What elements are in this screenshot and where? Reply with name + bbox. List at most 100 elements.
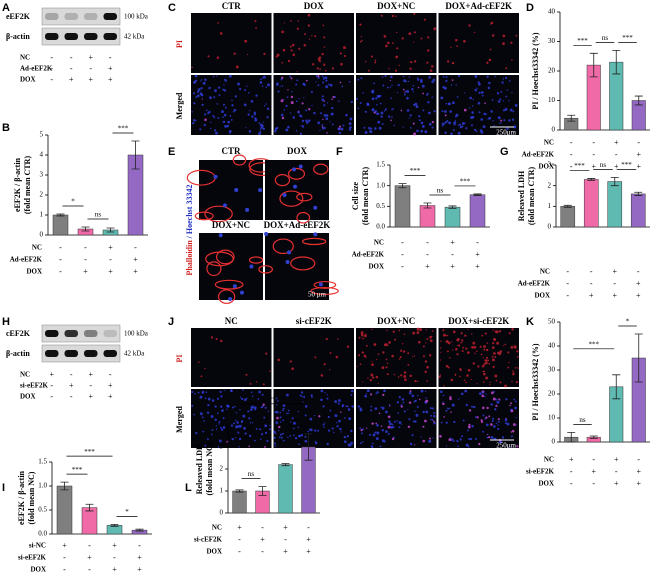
nucleus: [364, 394, 368, 398]
significance-label: ***: [84, 448, 95, 456]
nucleus: [313, 414, 316, 417]
nucleus: [197, 88, 201, 92]
significance-label: ***: [118, 125, 129, 133]
nucleus: [191, 66, 193, 69]
nucleus: [453, 123, 456, 126]
nucleus: [485, 361, 488, 365]
nucleus: [322, 423, 325, 426]
nucleus: [265, 103, 268, 105]
error-bar: [281, 463, 290, 467]
nucleus: [507, 351, 510, 354]
nucleus: [516, 350, 519, 353]
nucleus: [450, 46, 452, 48]
error-bar: [567, 114, 576, 122]
nucleus: [289, 435, 292, 437]
nucleus: [413, 60, 417, 63]
nucleus: [237, 82, 240, 86]
nucleus: [357, 107, 360, 110]
nucleus: [394, 69, 398, 72]
nucleus: [391, 437, 395, 441]
nucleus: [456, 344, 459, 346]
nucleus: [277, 400, 279, 402]
nucleus: [492, 329, 494, 332]
nucleus: [282, 404, 286, 407]
nucleus: [410, 127, 412, 129]
nucleus: [219, 390, 222, 394]
nucleus: [478, 111, 481, 114]
nucleus: [375, 113, 379, 116]
nucleus: [289, 19, 292, 22]
condition-mark: +: [108, 381, 113, 390]
nucleus: [194, 119, 197, 122]
blot-band: [84, 330, 98, 337]
nucleus: [385, 44, 388, 48]
nucleus: [474, 75, 478, 78]
nucleus: [428, 111, 431, 115]
panel-label: H: [2, 316, 10, 328]
blot-band: [64, 330, 78, 337]
nucleus: [515, 424, 518, 426]
condition-mark: +: [614, 455, 619, 464]
nucleus: [413, 31, 417, 34]
nucleus: [234, 405, 236, 408]
nucleus: [359, 427, 361, 430]
nucleus: [387, 425, 391, 429]
nucleus: [370, 55, 373, 58]
error-bar: [589, 52, 598, 78]
y-tick-label: 0.5: [38, 506, 47, 514]
nucleus: [236, 421, 239, 424]
nucleus: [316, 67, 319, 70]
nucleus: [384, 74, 387, 78]
nucleus: [447, 341, 451, 345]
nucleus: [247, 113, 250, 116]
nucleus: [380, 111, 384, 115]
micrograph-content: [258, 232, 339, 295]
nucleus: [511, 380, 513, 383]
nucleus: [493, 352, 496, 355]
error-bar: [258, 486, 267, 496]
nucleus: [285, 259, 290, 264]
condition-name: DOX: [206, 548, 222, 556]
condition-name: NC: [544, 139, 554, 147]
nucleus: [324, 391, 326, 394]
nucleus: [339, 125, 342, 128]
scale-label: 50 μm: [308, 291, 327, 299]
y-tick-label: 4: [220, 421, 224, 429]
nucleus: [470, 378, 472, 381]
micrograph-content: [275, 13, 347, 73]
nucleus: [320, 398, 323, 402]
panel-label: F: [336, 146, 343, 158]
nucleus: [513, 345, 517, 349]
y-tick-label: 30: [548, 37, 556, 45]
nucleus: [456, 45, 458, 47]
nucleus: [298, 434, 302, 438]
nucleus: [325, 114, 329, 117]
nucleus: [259, 81, 263, 84]
nucleus: [264, 446, 266, 448]
nucleus: [405, 90, 407, 93]
nucleus: [514, 400, 517, 403]
nucleus: [477, 101, 481, 105]
nucleus: [309, 428, 313, 432]
nucleus: [465, 403, 469, 407]
nucleus: [450, 438, 454, 442]
nucleus: [422, 439, 426, 443]
condition-name: NC: [544, 456, 554, 464]
condition-mark: -: [570, 138, 573, 147]
nucleus: [357, 354, 361, 357]
nucleus: [416, 77, 419, 79]
nucleus: [326, 397, 329, 400]
condition-mark: +: [614, 162, 619, 171]
nucleus: [317, 121, 321, 125]
nucleus: [301, 125, 305, 128]
nucleus: [269, 424, 271, 427]
nucleus: [413, 132, 417, 136]
nucleus: [467, 425, 471, 429]
blot-band: [103, 350, 117, 357]
nucleus: [314, 356, 317, 359]
nucleus: [501, 436, 505, 439]
nucleus: [482, 372, 486, 376]
nucleus: [496, 92, 500, 95]
nucleus: [247, 92, 250, 94]
condition-mark: -: [134, 243, 137, 252]
